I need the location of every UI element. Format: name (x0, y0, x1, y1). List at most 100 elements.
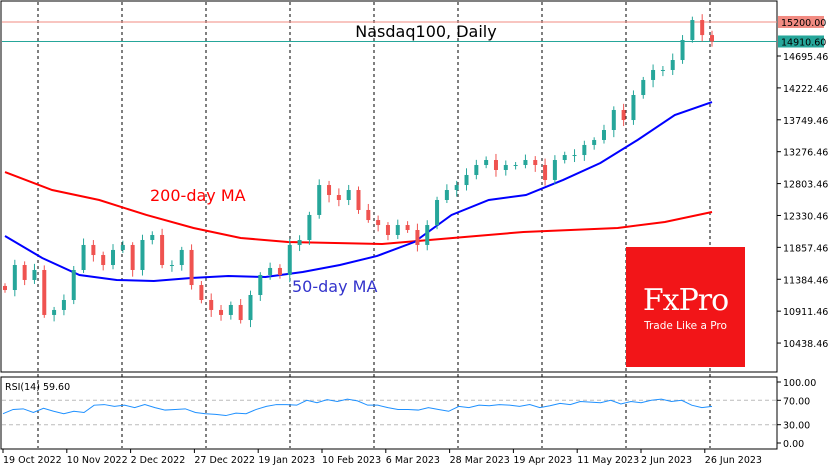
candle-body (228, 304, 233, 315)
main-pane-frame (0, 0, 778, 373)
candle-body (454, 185, 459, 191)
candle-body (238, 304, 243, 321)
candle-body (81, 244, 86, 270)
x-tick-label: 2 Dec 2022 (131, 455, 186, 466)
rsi-tick-label: 30.00 (783, 421, 810, 432)
candle-body (199, 285, 204, 300)
candle-body (140, 239, 145, 270)
y-tick-label: 10911.46 (783, 307, 828, 318)
candle-body (71, 269, 76, 300)
x-tick-label: 10 Feb 2023 (322, 455, 381, 466)
candle-body (327, 185, 332, 196)
x-tick-label: 19 Oct 2022 (3, 455, 62, 466)
candle-body (405, 225, 410, 231)
price-label: 15200.00 (781, 18, 826, 29)
candle-body (101, 255, 106, 265)
y-tick-label: 12330.46 (783, 211, 828, 222)
candle-body (268, 267, 273, 275)
candle-body (32, 269, 37, 280)
x-tick-label: 26 Jun 2023 (705, 455, 762, 466)
y-tick-label: 14695.46 (783, 52, 828, 63)
chart-title: Nasdaq100, Daily (355, 22, 496, 41)
candle-body (307, 214, 312, 240)
logo-brand: FxPro (642, 283, 729, 318)
candle-body (670, 60, 675, 70)
y-tick-label: 13749.46 (783, 116, 828, 127)
x-tick-label: 27 Dec 2022 (194, 455, 255, 466)
candle-body (621, 109, 626, 121)
candle-body (582, 144, 587, 156)
y-tick-label: 10438.46 (783, 339, 828, 350)
candle-body (690, 20, 695, 40)
candle-body (111, 249, 116, 265)
candle-body (385, 225, 390, 235)
ma50-line (4, 101, 713, 282)
candle-body (435, 199, 440, 226)
candle-body (651, 69, 656, 80)
candle-body (91, 244, 96, 256)
candle-body (631, 95, 636, 121)
candle-body (336, 195, 341, 200)
candle-body (710, 35, 714, 42)
y-tick-label: 13276.46 (783, 148, 828, 159)
rsi-tick-label: 70.00 (783, 396, 810, 407)
candle-body (376, 220, 381, 226)
candle-body (493, 160, 498, 170)
candle-body (562, 155, 567, 161)
rsi-tick-label: 0.00 (783, 439, 804, 450)
candle-body (52, 309, 57, 315)
candle-body (317, 185, 322, 215)
candle-body (572, 155, 577, 157)
candle-body (287, 244, 292, 275)
y-tick-label: 11384.46 (783, 275, 828, 286)
x-tick-label: 2 Jun 2023 (641, 455, 692, 466)
candle-body (42, 269, 47, 315)
ma200-label: 200-day MA (150, 186, 246, 205)
candle-body (700, 20, 705, 36)
candle-body (219, 309, 224, 315)
rsi-tick-label: 100.00 (783, 378, 816, 389)
candle-body (297, 239, 302, 245)
price-label-bg (778, 35, 824, 48)
candle-body (366, 209, 371, 221)
price-label: 14910.60 (781, 37, 826, 48)
y-tick-label: 11857.46 (783, 243, 828, 254)
candle-body (444, 190, 449, 200)
candle-body (160, 234, 165, 265)
logo-tagline: Trade Like a Pro (644, 320, 727, 332)
candle-body (209, 299, 214, 310)
candle-body (543, 164, 548, 180)
candle-body (601, 130, 606, 140)
candle-body (503, 164, 508, 170)
candle-body (680, 39, 685, 61)
candle-body (61, 299, 66, 310)
rsi-line (2, 398, 713, 417)
candle-body (277, 267, 282, 275)
candle-body (258, 274, 263, 296)
candle-body (641, 79, 646, 96)
price-label-bg (778, 15, 824, 28)
candle-body (150, 234, 155, 240)
candle-body (660, 69, 665, 71)
candle-body (415, 230, 420, 245)
rsi-pane-frame (0, 376, 778, 450)
candle-body (356, 190, 361, 210)
x-tick-label: 10 Nov 2022 (67, 455, 128, 466)
candle-body (513, 164, 518, 166)
x-tick-label: 19 Apr 2023 (513, 455, 572, 466)
candle-body (464, 174, 469, 186)
candle-body (169, 264, 174, 266)
x-tick-label: 6 Mar 2023 (386, 455, 440, 466)
x-tick-label: 11 May 2023 (577, 455, 639, 466)
candle-body (12, 264, 17, 291)
y-tick-label: 14222.46 (783, 84, 828, 95)
fxpro-logo: FxPro Trade Like a Pro (626, 247, 745, 367)
candle-body (3, 285, 7, 291)
candle-body (523, 160, 528, 165)
candle-body (346, 190, 351, 200)
candle-body (474, 164, 479, 175)
candle-body (179, 249, 184, 265)
candle-body (552, 160, 557, 180)
